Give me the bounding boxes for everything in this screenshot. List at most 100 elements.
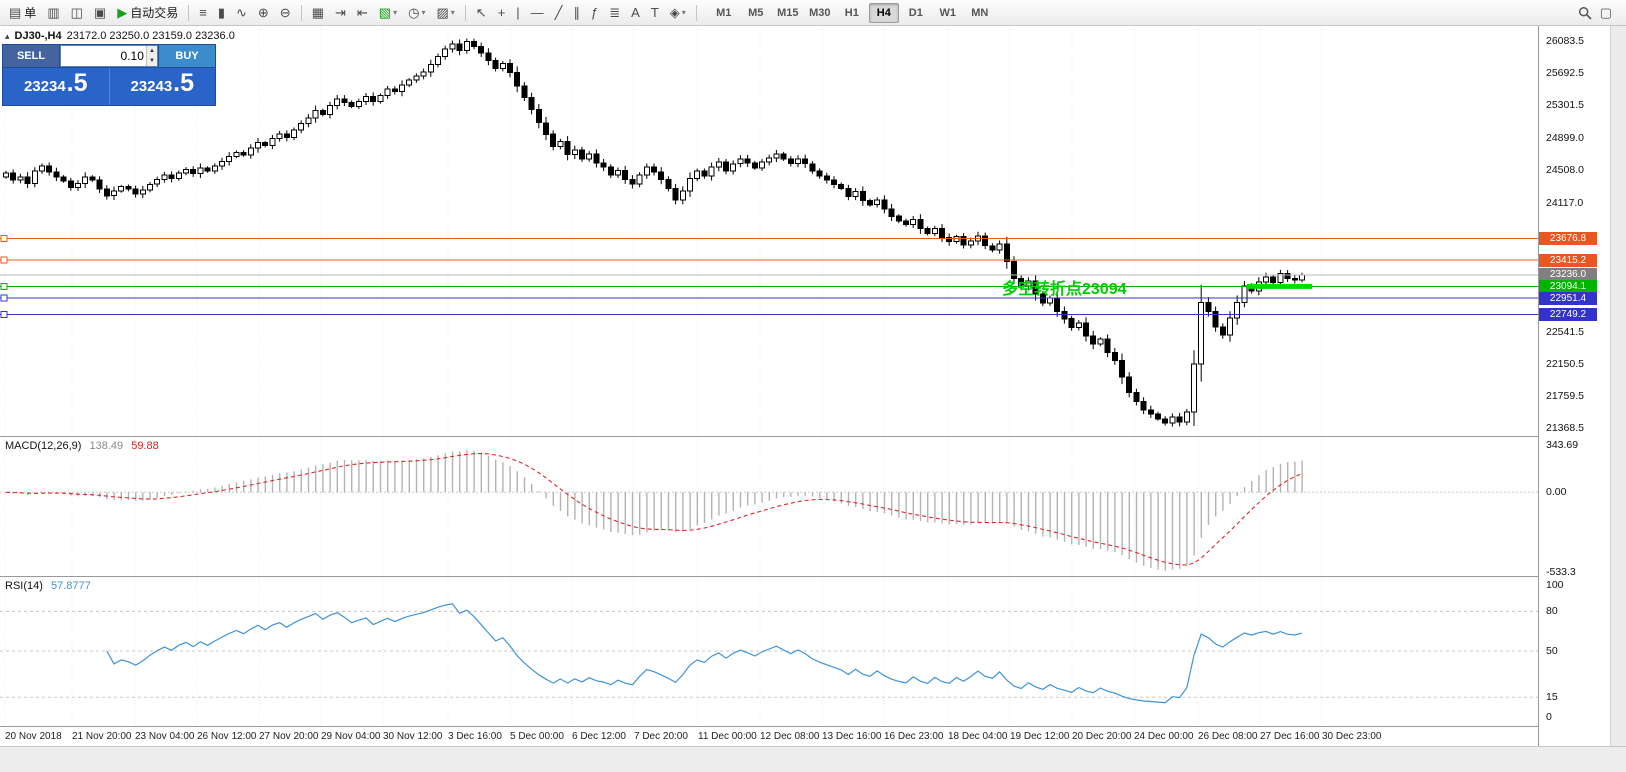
toolbar-separator xyxy=(300,4,302,21)
time-axis-label: 26 Dec 08:00 xyxy=(1198,731,1258,742)
autotrading-button-label: 自动交易 xyxy=(130,6,179,20)
text-icon[interactable]: A xyxy=(626,2,645,24)
candlestick-chart-icon[interactable]: ▮ xyxy=(213,2,230,24)
chevron-down-icon: ▾ xyxy=(450,8,455,17)
terminal-icon[interactable]: ▣ xyxy=(89,2,111,24)
vertical-line-icon[interactable]: | xyxy=(511,2,524,24)
cursor-icon: ↖ xyxy=(475,5,487,20)
shapes-icon: ◈ xyxy=(669,5,680,20)
candlestick-chart[interactable] xyxy=(0,26,1538,436)
rsi-axis-label: 0 xyxy=(1546,711,1552,723)
time-axis-label: 6 Dec 12:00 xyxy=(572,731,626,742)
timeframe-m15[interactable]: M15 xyxy=(777,6,799,19)
macd-axis-label: -533.3 xyxy=(1546,566,1576,578)
grid-icon[interactable]: ≣ xyxy=(604,2,625,24)
cursor-icon[interactable]: ↖ xyxy=(471,2,492,24)
time-axis-label: 21 Nov 20:00 xyxy=(72,731,132,742)
timeframe-m30[interactable]: M30 xyxy=(809,6,831,19)
rsi-label: RSI(14) 57.8777 xyxy=(5,580,91,592)
navigator-icon: ◫ xyxy=(70,5,83,20)
new-chart-icon[interactable]: ▧ ▾ xyxy=(374,2,402,24)
rsi-indicator-chart[interactable] xyxy=(0,577,1538,726)
toolbar-separator xyxy=(464,4,466,21)
rsi-value: 57.8777 xyxy=(50,580,91,592)
auto-scroll-icon[interactable]: ⇥ xyxy=(330,2,351,24)
tile-windows-icon[interactable]: ▦ xyxy=(307,2,329,24)
channel-icon: ∥ xyxy=(573,5,581,20)
new-order-button: ▤ xyxy=(9,5,22,20)
horizontal-line-icon: — xyxy=(530,5,544,20)
macd-label: MACD(12,26,9) 138.49 59.88 xyxy=(5,440,159,452)
rsi-axis-label: 80 xyxy=(1546,605,1558,618)
panel-splitter[interactable] xyxy=(0,436,1610,437)
search-icon[interactable] xyxy=(1578,6,1592,20)
text-label-icon[interactable]: T xyxy=(646,2,664,24)
timeframe-m5[interactable]: M5 xyxy=(748,6,764,19)
pivot-annotation: 多空转折点23094 xyxy=(1002,281,1127,299)
new-order-button[interactable]: ▤ 单 xyxy=(4,2,41,24)
timeframe-w1[interactable]: W1 xyxy=(939,6,957,19)
level-price-label: 22749.2 xyxy=(1539,308,1597,322)
channel-icon[interactable]: ∥ xyxy=(569,2,586,24)
time-axis-label: 23 Nov 04:00 xyxy=(135,731,195,742)
templates-icon[interactable]: ▨ ▾ xyxy=(431,2,459,24)
price-axis-label: 24508.0 xyxy=(1546,164,1584,177)
time-axis-label: 30 Dec 23:00 xyxy=(1322,731,1382,742)
line-chart-icon[interactable]: ∿ xyxy=(231,2,252,24)
chevron-down-icon: ▾ xyxy=(681,8,686,17)
auto-scroll-icon: ⇥ xyxy=(334,5,346,20)
docking-icon[interactable]: ▢ xyxy=(1599,4,1612,20)
horizontal-line-icon[interactable]: — xyxy=(526,2,549,24)
toolbar-icons: ▤ 单 ▥ ◫ ▣ ▶ 自动交易 ≡ ▮ ∿ ⊕ ⊖ ▦ ⇥ ⇤ ▧ ▾ ◷ ▾ ▨ ▾ ↖ + | — ╱ ∥ ƒ ≣ A T ◈ ▾ xyxy=(4,2,691,24)
timeframe-d1[interactable]: D1 xyxy=(908,6,923,19)
terminal-icon: ▣ xyxy=(93,5,107,20)
sell-button[interactable]: SELL xyxy=(3,45,60,67)
crosshair-icon[interactable]: + xyxy=(493,2,511,24)
trendline-icon[interactable]: ╱ xyxy=(550,2,568,24)
price-axis-label: 26083.5 xyxy=(1546,35,1584,48)
window-scrollbar[interactable] xyxy=(1610,26,1626,772)
timeframe-mn[interactable]: MN xyxy=(971,6,989,19)
time-axis-label: 30 Nov 12:00 xyxy=(383,731,443,742)
rsi-name: RSI(14) xyxy=(5,580,43,592)
macd-axis-label: 0.00 xyxy=(1546,486,1567,499)
navigator-icon[interactable]: ◫ xyxy=(66,2,88,24)
time-axis-label: 29 Nov 04:00 xyxy=(321,731,381,742)
periods-icon[interactable]: ◷ ▾ xyxy=(403,2,430,24)
timeframe-h4[interactable]: H4 xyxy=(868,2,899,23)
zoom-in-icon: ⊕ xyxy=(257,5,269,20)
zoom-in-icon[interactable]: ⊕ xyxy=(253,2,274,24)
sell-price[interactable]: 23234 .5 xyxy=(3,68,110,105)
time-axis-label: 3 Dec 16:00 xyxy=(448,731,502,742)
price-axis-label: 21759.5 xyxy=(1546,389,1584,402)
one-click-toggle-icon[interactable]: ▴ xyxy=(5,30,10,41)
price-axis-label: 22150.5 xyxy=(1546,357,1584,370)
market-watch-icon: ▥ xyxy=(47,5,60,20)
volume-increase-button[interactable]: ▲ xyxy=(146,46,157,56)
market-watch-icon[interactable]: ▥ xyxy=(42,2,64,24)
bars-chart-icon: ≡ xyxy=(199,5,207,20)
time-axis-label: 20 Nov 2018 xyxy=(5,731,62,742)
volume-input[interactable] xyxy=(61,46,146,66)
panel-splitter[interactable] xyxy=(0,576,1610,577)
time-axis[interactable]: 20 Nov 2018 21 Nov 20:00 23 Nov 04:00 26 No… xyxy=(0,726,1538,747)
buy-button[interactable]: BUY xyxy=(158,45,215,67)
shapes-icon[interactable]: ◈ ▾ xyxy=(665,2,691,24)
bars-chart-icon[interactable]: ≡ xyxy=(194,2,212,24)
chart-shift-icon[interactable]: ⇤ xyxy=(352,2,373,24)
autotrading-button[interactable]: ▶ 自动交易 xyxy=(112,2,183,24)
chart-symbol-period: DJ30-,H4 xyxy=(14,30,62,42)
autotrading-button: ▶ xyxy=(117,5,128,20)
timeframe-m1[interactable]: M1 xyxy=(716,6,732,19)
time-axis-label: 20 Dec 20:00 xyxy=(1072,731,1132,742)
price-axis[interactable]: 26083.5 25692.5 25301.5 24899.0 24508.0 24117… xyxy=(1538,26,1611,746)
buy-price[interactable]: 23243 .5 xyxy=(110,68,216,105)
timeframe-h1[interactable]: H1 xyxy=(844,6,859,19)
zoom-out-icon[interactable]: ⊖ xyxy=(275,2,296,24)
text-icon: A xyxy=(631,5,640,20)
fibonacci-icon[interactable]: ƒ xyxy=(586,2,603,24)
macd-indicator-chart[interactable] xyxy=(0,437,1538,576)
volume-decrease-button[interactable]: ▼ xyxy=(146,56,157,66)
macd-main-value: 138.49 xyxy=(89,440,124,452)
grid-icon: ≣ xyxy=(609,5,621,20)
